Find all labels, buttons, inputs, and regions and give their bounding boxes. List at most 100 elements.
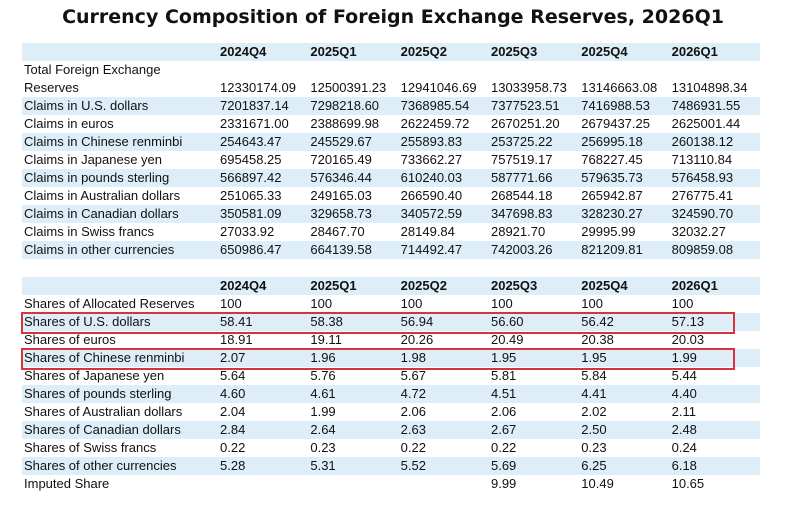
table-row: Shares of Australian dollars 2.04 1.99 2.06… <box>22 403 760 421</box>
value-cell: 4.61 <box>308 385 399 403</box>
empty-cell <box>218 61 308 79</box>
table-header-row: 2024Q4 2025Q1 2025Q2 2025Q3 2025Q4 2026Q1 <box>22 277 760 295</box>
value-cell: 328230.27 <box>579 205 670 223</box>
column-header: 2025Q3 <box>488 277 580 295</box>
value-cell: 733662.27 <box>400 152 463 167</box>
row-label: Shares of euros <box>24 332 116 347</box>
row-label: Reserves <box>24 80 79 95</box>
table-row: Claims in Australian dollars 251065.33 249… <box>22 187 760 205</box>
value-cell: 1.98 <box>398 349 489 367</box>
value-cell: 13033958.73 <box>490 80 567 95</box>
value-cell: 260138.12 <box>669 133 760 151</box>
table-row: Claims in Canadian dollars 350581.09 32965… <box>22 205 760 223</box>
row-label: Claims in Canadian dollars <box>22 205 219 223</box>
value-cell: 610240.03 <box>398 169 489 187</box>
value-cell: 0.22 <box>400 440 426 455</box>
value-cell: 768227.45 <box>581 152 643 167</box>
column-header: 2025Q4 <box>579 43 670 61</box>
value-cell: 1.96 <box>308 349 399 367</box>
row-label: Shares of Canadian dollars <box>22 421 219 439</box>
table-row: Shares of Japanese yen 5.64 5.76 5.67 5.81 5.… <box>22 367 760 385</box>
value-cell: 5.81 <box>490 368 517 383</box>
value-cell: 2.06 <box>400 404 426 419</box>
value-cell: 587771.66 <box>488 169 580 187</box>
table-row: Reserves 12330174.09 12500391.23 12941046.6… <box>22 79 760 97</box>
value-cell: 5.31 <box>308 457 399 475</box>
row-label: Claims in euros <box>24 116 114 131</box>
value-cell: 100 <box>400 296 423 311</box>
value-cell: 58.38 <box>308 313 399 331</box>
value-cell: 0.23 <box>581 440 607 455</box>
row-label: Claims in Chinese renminbi <box>22 133 219 151</box>
value-cell: 809859.08 <box>669 241 760 259</box>
value-cell: 9.99 <box>490 476 517 491</box>
value-cell: 2.06 <box>490 404 517 419</box>
value-cell: 12941046.69 <box>400 80 477 95</box>
column-header: 2025Q1 <box>308 43 399 61</box>
value-cell: 255893.83 <box>398 133 489 151</box>
value-cell: 56.42 <box>579 313 670 331</box>
value-cell: 100 <box>310 296 333 311</box>
column-header <box>22 43 219 61</box>
value-cell: 347698.83 <box>488 205 580 223</box>
value-cell: 5.76 <box>310 368 336 383</box>
table-row: Total Foreign Exchange <box>22 61 760 79</box>
value-cell: 742003.26 <box>488 241 580 259</box>
value-cell: 28149.84 <box>400 224 455 239</box>
row-label: Total Foreign Exchange <box>24 62 161 77</box>
row-label: Claims in other currencies <box>22 241 219 259</box>
table-row: Shares of euros 18.91 19.11 20.26 20.49 20.38… <box>22 331 760 349</box>
column-header: 2025Q3 <box>488 43 580 61</box>
column-header: 2025Q1 <box>308 277 399 295</box>
row-label: Shares of Japanese yen <box>24 368 165 383</box>
value-cell: 2388699.98 <box>310 116 380 131</box>
value-cell: 2331671.00 <box>220 116 289 131</box>
value-cell: 0.22 <box>220 440 246 455</box>
value-cell: 2.07 <box>218 349 309 367</box>
value-cell: 58.41 <box>218 313 309 331</box>
value-cell: 253725.22 <box>488 133 580 151</box>
table-row: Shares of Swiss francs 0.22 0.23 0.22 0.22 0.… <box>22 439 760 457</box>
value-cell: 821209.81 <box>579 241 670 259</box>
value-cell: 20.03 <box>671 332 705 347</box>
value-cell: 5.69 <box>488 457 580 475</box>
value-cell: 1.95 <box>488 349 580 367</box>
value-cell: 350581.09 <box>218 205 309 223</box>
table-row: Claims in euros 2331671.00 2388699.98 26224… <box>22 115 760 133</box>
value-cell: 4.40 <box>669 385 760 403</box>
value-cell: 2.11 <box>671 404 696 419</box>
value-cell: 713110.84 <box>671 152 733 167</box>
value-cell <box>399 475 489 493</box>
value-cell: 7486931.55 <box>669 97 760 115</box>
value-cell: 10.65 <box>671 476 705 491</box>
value-cell: 329658.73 <box>308 205 399 223</box>
value-cell: 720165.49 <box>310 152 372 167</box>
row-label: Claims in Swiss francs <box>24 224 155 239</box>
value-cell: 714492.47 <box>398 241 489 259</box>
row-label: Shares of Australian dollars <box>24 404 183 419</box>
column-header: 2024Q4 <box>218 43 309 61</box>
table-row: Shares of U.S. dollars 58.41 58.38 56.94 56.… <box>22 313 760 331</box>
table-row: Claims in Swiss francs 27033.92 28467.70 28… <box>22 223 760 241</box>
value-cell: 56.94 <box>398 313 489 331</box>
value-cell: 7298218.60 <box>308 97 399 115</box>
value-cell: 576346.44 <box>308 169 399 187</box>
value-cell <box>308 475 398 493</box>
row-label: Claims in pounds sterling <box>22 169 219 187</box>
value-cell: 579635.73 <box>579 169 670 187</box>
value-cell: 56.60 <box>488 313 580 331</box>
empty-cell <box>308 61 398 79</box>
value-cell: 340572.59 <box>398 205 489 223</box>
value-cell: 27033.92 <box>220 224 275 239</box>
value-cell: 0.23 <box>310 440 336 455</box>
value-cell: 276775.41 <box>671 188 734 203</box>
value-cell: 2.64 <box>308 421 399 439</box>
value-cell: 566897.42 <box>218 169 309 187</box>
value-cell: 254643.47 <box>218 133 309 151</box>
table-header-row: 2024Q4 2025Q1 2025Q2 2025Q3 2025Q4 2026Q1 <box>22 43 760 61</box>
column-header: 2025Q4 <box>579 277 670 295</box>
empty-cell <box>489 61 579 79</box>
value-cell: 0.22 <box>490 440 517 455</box>
highlight-usd-shares <box>21 312 735 334</box>
value-cell: 2679437.25 <box>581 116 650 131</box>
